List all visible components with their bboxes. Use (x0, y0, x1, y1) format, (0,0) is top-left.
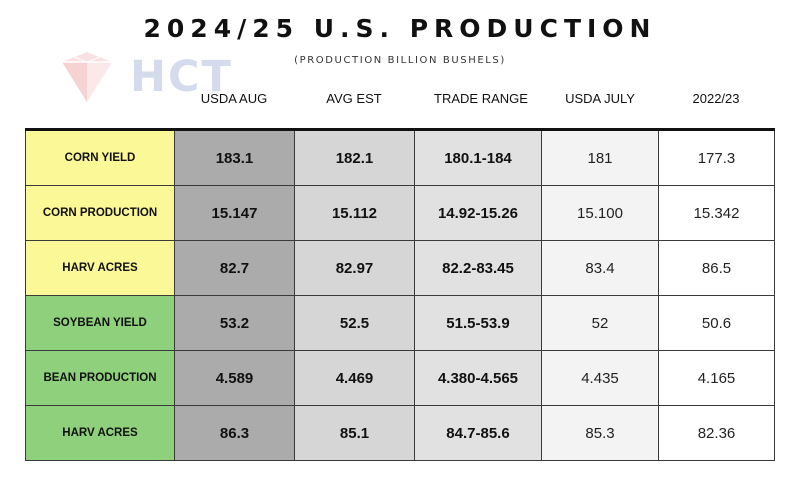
cell-trade-range: 82.2-83.45 (414, 240, 542, 296)
cell-2022-23: 50.6 (658, 295, 775, 351)
table-row: BEAN PRODUCTION 4.589 4.469 4.380-4.565 … (25, 350, 775, 406)
cell-usda-july: 85.3 (541, 405, 659, 461)
column-header-usda-aug: USDA AUG (200, 91, 268, 106)
cell-2022-23: 82.36 (658, 405, 775, 461)
column-header-2022-23: 2022/23 (692, 91, 740, 106)
cell-avg-est: 52.5 (294, 295, 415, 351)
cell-usda-aug: 4.589 (174, 350, 295, 406)
table-row: HARV ACRES 86.3 85.1 84.7-85.6 85.3 82.3… (25, 405, 775, 461)
row-label: CORN YIELD (25, 129, 175, 186)
page-subtitle: (PRODUCTION BILLION BUSHELS) (294, 55, 506, 66)
cell-usda-july: 52 (541, 295, 659, 351)
cell-avg-est: 85.1 (294, 405, 415, 461)
cell-trade-range: 180.1-184 (414, 129, 542, 186)
diamond-logo-icon (62, 52, 112, 102)
cell-2022-23: 177.3 (658, 129, 775, 186)
column-header-usda-july: USDA JULY (565, 91, 635, 106)
column-header-trade-range: TRADE RANGE (434, 91, 528, 106)
cell-trade-range: 14.92-15.26 (414, 185, 542, 241)
cell-2022-23: 86.5 (658, 240, 775, 296)
table-row: CORN YIELD 183.1 182.1 180.1-184 181 177… (25, 129, 775, 186)
cell-avg-est: 15.112 (294, 185, 415, 241)
cell-usda-july: 83.4 (541, 240, 659, 296)
cell-usda-aug: 15.147 (174, 185, 295, 241)
hct-logo: HCT (52, 50, 237, 110)
row-label: HARV ACRES (25, 240, 175, 296)
production-table: CORN YIELD 183.1 182.1 180.1-184 181 177… (25, 128, 775, 461)
cell-usda-july: 181 (541, 129, 659, 186)
column-header-avg-est: AVG EST (326, 91, 382, 106)
logo-wordmark: HCT (130, 52, 233, 102)
table-row: CORN PRODUCTION 15.147 15.112 14.92-15.2… (25, 185, 775, 241)
table-row: SOYBEAN YIELD 53.2 52.5 51.5-53.9 52 50.… (25, 295, 775, 351)
row-label: SOYBEAN YIELD (25, 295, 175, 351)
cell-usda-july: 15.100 (541, 185, 659, 241)
cell-usda-aug: 86.3 (174, 405, 295, 461)
row-label: HARV ACRES (25, 405, 175, 461)
table-row: HARV ACRES 82.7 82.97 82.2-83.45 83.4 86… (25, 240, 775, 296)
cell-trade-range: 51.5-53.9 (414, 295, 542, 351)
row-label: BEAN PRODUCTION (25, 350, 175, 406)
cell-usda-aug: 183.1 (174, 129, 295, 186)
cell-trade-range: 84.7-85.6 (414, 405, 542, 461)
page-title: 2024/25 U.S. PRODUCTION (143, 14, 657, 43)
cell-avg-est: 182.1 (294, 129, 415, 186)
cell-avg-est: 4.469 (294, 350, 415, 406)
cell-avg-est: 82.97 (294, 240, 415, 296)
cell-2022-23: 4.165 (658, 350, 775, 406)
cell-usda-july: 4.435 (541, 350, 659, 406)
row-label: CORN PRODUCTION (25, 185, 175, 241)
cell-trade-range: 4.380-4.565 (414, 350, 542, 406)
cell-usda-aug: 53.2 (174, 295, 295, 351)
cell-2022-23: 15.342 (658, 185, 775, 241)
cell-usda-aug: 82.7 (174, 240, 295, 296)
